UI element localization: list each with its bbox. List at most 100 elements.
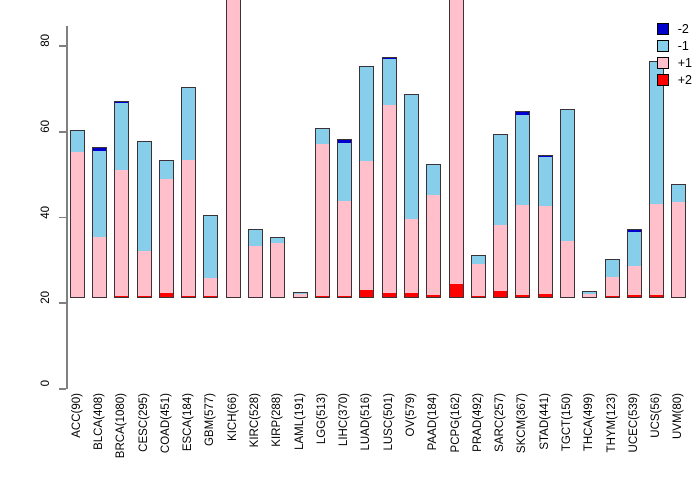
bar-acc90[interactable]	[69, 130, 85, 298]
bar-luad516[interactable]	[359, 65, 375, 298]
bar-segment-plus1	[404, 218, 418, 294]
bar-segment-plus2	[137, 295, 151, 297]
bar-segment-plus2	[427, 295, 441, 297]
bar-segment-minus1	[293, 292, 307, 295]
bar-ucs56[interactable]	[649, 60, 665, 298]
bar-gbm577[interactable]	[203, 214, 219, 298]
bar-thym123[interactable]	[604, 258, 620, 298]
legend-item-minus1[interactable]: -1	[656, 38, 692, 53]
bar-segment-plus2	[182, 296, 196, 297]
bar-tgct150[interactable]	[559, 108, 575, 298]
x-axis-label-gbm577: GBM(577)	[204, 393, 217, 447]
bar-lgg513[interactable]	[314, 127, 330, 298]
x-axis-label-pcpg162: PCPG(162)	[449, 393, 462, 453]
bar-kich66[interactable]	[225, 0, 241, 298]
bar-segment-plus2	[204, 296, 218, 297]
y-axis-tick	[59, 216, 66, 219]
bar-segment-plus2	[471, 296, 485, 297]
legend-swatch-icon	[656, 22, 669, 35]
bar-segment-plus2	[516, 294, 530, 297]
bar-lihc370[interactable]	[337, 139, 353, 298]
bar-segment-plus1	[427, 195, 441, 296]
bar-segment-plus2	[404, 293, 418, 297]
legend-label: +1	[677, 55, 692, 70]
bar-segment-minus1	[516, 114, 530, 206]
legend-item-plus1[interactable]: +1	[656, 55, 692, 70]
bar-segment-plus2	[315, 296, 329, 297]
x-axis-label-ov579: OV(579)	[404, 393, 417, 437]
bar-segment-plus1	[672, 201, 686, 297]
bar-laml191[interactable]	[292, 291, 308, 298]
bar-ucec539[interactable]	[626, 228, 642, 298]
x-axis-label-tgct150: TGCT(150)	[560, 393, 573, 452]
bar-segment-plus1	[248, 245, 262, 297]
bar-esca184[interactable]	[181, 87, 197, 298]
bar-segment-plus1	[583, 293, 597, 297]
bar-segment-minus2	[92, 147, 106, 152]
bar-ov579[interactable]	[403, 93, 419, 298]
legend-label: +2	[677, 72, 692, 87]
bar-segment-plus1	[516, 205, 530, 295]
bar-kirc528[interactable]	[247, 228, 263, 298]
bar-segment-plus1	[650, 203, 664, 296]
bar-cesc295[interactable]	[136, 141, 152, 298]
x-axis-label-lihc370: LIHC(370)	[338, 393, 351, 447]
bar-segment-plus1	[382, 104, 396, 293]
bar-series-container	[66, 0, 687, 389]
bar-segment-plus1	[315, 144, 329, 297]
bar-uvm80[interactable]	[671, 184, 687, 298]
bar-segment-minus1	[338, 143, 352, 201]
bar-segment-minus1	[182, 88, 196, 161]
bar-segment-minus1	[159, 161, 173, 179]
x-axis-label-uvm80: UVM(80)	[672, 393, 685, 440]
bar-segment-minus1	[605, 259, 619, 277]
bar-segment-plus2	[605, 296, 619, 297]
bar-segment-minus1	[248, 229, 262, 246]
bar-segment-plus1	[70, 152, 84, 297]
y-axis-tick-label: 40	[40, 205, 52, 219]
bar-segment-minus1	[204, 215, 218, 279]
bar-segment-plus2	[382, 292, 396, 297]
x-axis-labels: ACC(90) BLCA(408) BRCA(1080) CESC(295) COAD(…	[66, 393, 686, 480]
bar-pcpg162[interactable]	[448, 0, 464, 298]
x-axis-label-coad451: COAD(451)	[159, 393, 172, 454]
bar-segment-plus1	[538, 206, 552, 295]
legend-item-minus2[interactable]: -2	[656, 22, 692, 35]
bar-thca499[interactable]	[582, 291, 598, 298]
bar-stad441[interactable]	[537, 155, 553, 298]
legend-swatch-icon	[656, 39, 669, 52]
bar-segment-plus2	[159, 292, 173, 297]
y-axis-tick-label: 60	[40, 119, 52, 133]
bar-brca1080[interactable]	[114, 101, 130, 298]
x-axis-label-lusc501: LUSC(501)	[382, 393, 395, 451]
bar-segment-minus1	[382, 59, 396, 105]
bar-segment-minus1	[427, 164, 441, 196]
bar-segment-minus1	[115, 103, 129, 171]
x-axis-label-prad492: PRAD(492)	[471, 393, 484, 452]
bar-sarc257[interactable]	[493, 133, 509, 298]
bar-skcm367[interactable]	[515, 111, 531, 298]
legend: -2 -1 +1 +2	[656, 22, 692, 87]
bar-blca408[interactable]	[91, 146, 107, 298]
bar-coad451[interactable]	[158, 160, 174, 298]
bar-segment-plus2	[360, 290, 374, 297]
bar-segment-plus1	[271, 243, 285, 297]
bar-segment-minus1	[471, 255, 485, 264]
bar-segment-plus1	[471, 263, 485, 297]
y-axis-tick-label: 20	[40, 291, 52, 305]
legend-item-plus2[interactable]: +2	[656, 72, 692, 87]
legend-label: -1	[677, 38, 689, 53]
bar-segment-plus1	[159, 178, 173, 293]
bar-paad184[interactable]	[426, 163, 442, 298]
y-axis-tick	[59, 302, 66, 305]
bar-segment-minus1	[627, 232, 641, 266]
bar-segment-minus2	[627, 229, 641, 233]
bar-kirp288[interactable]	[270, 236, 286, 298]
x-axis-label-thym123: THYM(123)	[605, 393, 618, 453]
bar-lusc501[interactable]	[381, 57, 397, 298]
bar-segment-minus2	[382, 58, 396, 60]
bar-segment-plus2	[449, 283, 463, 297]
bar-segment-plus2	[338, 296, 352, 297]
bar-prad492[interactable]	[470, 254, 486, 298]
